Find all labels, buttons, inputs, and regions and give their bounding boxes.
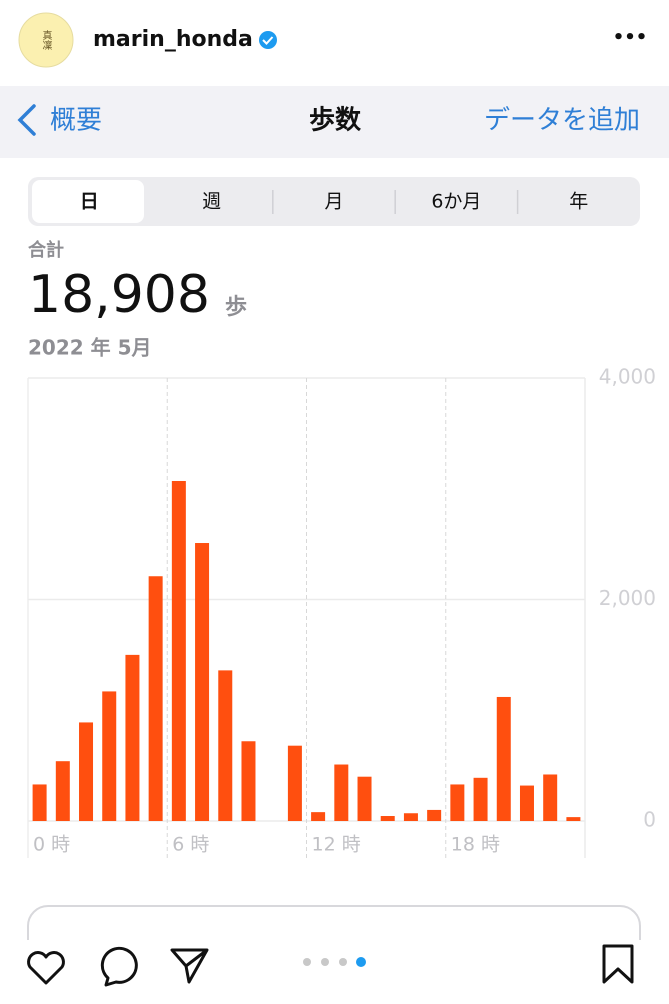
verified-badge — [259, 31, 277, 49]
bar — [102, 691, 117, 821]
bar — [79, 722, 94, 821]
add-data[interactable]: データを追加 — [484, 106, 640, 136]
x-tick-label: 18 時 — [451, 834, 500, 856]
bar — [148, 576, 163, 821]
y-tick-label: 2,000 — [599, 586, 656, 610]
x-tick-label: 12 時 — [312, 834, 361, 856]
total-unit: 歩 — [225, 295, 247, 320]
bar — [403, 813, 418, 821]
bar — [543, 774, 558, 821]
avatar[interactable] — [18, 12, 74, 68]
bar — [357, 776, 372, 821]
bar — [496, 696, 511, 821]
nav-title: 歩数 — [309, 106, 362, 136]
bar — [32, 784, 47, 821]
carousel-dot — [339, 958, 347, 966]
nav-bar — [0, 86, 669, 158]
bar — [171, 480, 186, 821]
back-chevron[interactable] — [17, 104, 36, 136]
card-edge — [27, 905, 641, 940]
segmented-control — [28, 177, 640, 226]
verified-check — [262, 36, 274, 45]
carousel-dot-active — [356, 957, 366, 967]
bar — [125, 654, 140, 821]
bar — [473, 777, 488, 821]
total-label: 合計 — [28, 239, 64, 261]
bar — [195, 543, 210, 821]
bar — [287, 745, 302, 821]
save-icon[interactable] — [602, 944, 634, 984]
bar — [566, 817, 581, 821]
like-icon[interactable] — [27, 951, 65, 985]
comment-icon[interactable] — [100, 946, 138, 987]
total-value: 18,908 — [28, 265, 210, 325]
tab[interactable]: 月 — [324, 191, 343, 213]
y-tick-label: 4,000 — [599, 365, 656, 389]
username[interactable]: marin_honda — [93, 27, 253, 52]
tab[interactable]: 6か月 — [431, 191, 481, 213]
carousel-dot — [321, 958, 329, 966]
bar — [241, 741, 256, 821]
tab[interactable]: 年 — [569, 191, 588, 213]
x-tick-label: 0 時 — [33, 834, 70, 856]
y-tick-label: 0 — [643, 808, 656, 832]
bar — [218, 670, 233, 821]
tab[interactable]: 週 — [202, 191, 221, 213]
bar — [334, 764, 349, 821]
selected-tab — [32, 180, 144, 223]
bar — [380, 816, 395, 821]
avatar-text: 真凜 — [40, 29, 52, 51]
bar — [311, 812, 326, 821]
bar — [450, 784, 465, 821]
tab[interactable]: 日 — [80, 191, 99, 213]
carousel-dot — [303, 958, 311, 966]
x-tick-label: 6 時 — [172, 834, 209, 856]
menu[interactable]: ••• — [613, 27, 648, 48]
date: 2022 年 5月 — [28, 336, 152, 360]
bar — [519, 785, 534, 821]
share-icon[interactable] — [170, 948, 209, 984]
back-label[interactable]: 概要 — [50, 106, 102, 136]
bar — [427, 809, 442, 821]
bar — [55, 761, 70, 821]
